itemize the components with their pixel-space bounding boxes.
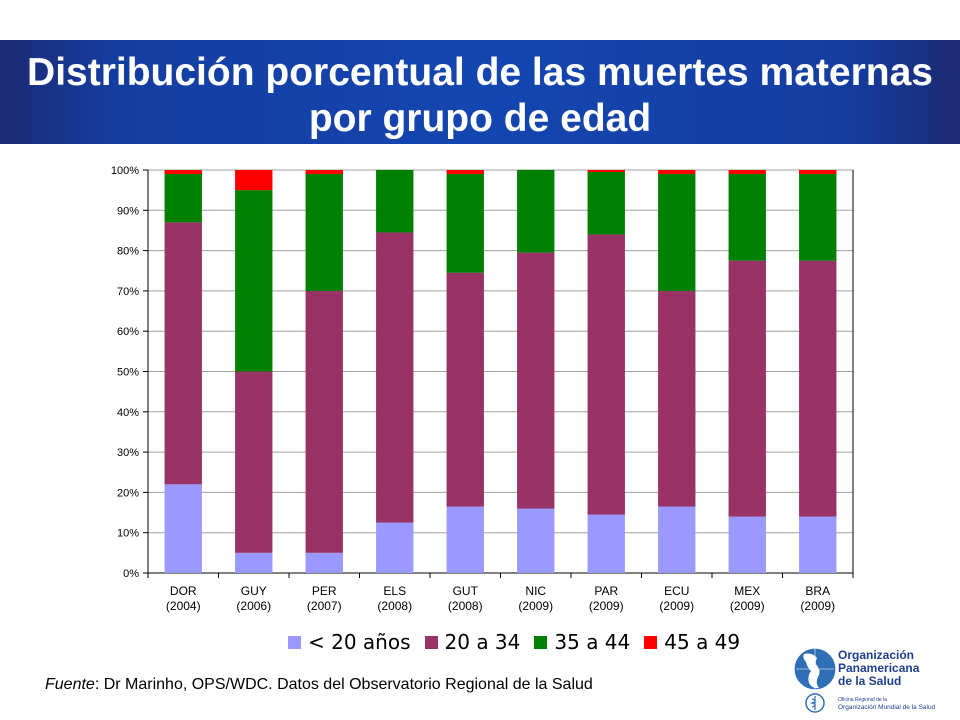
bar-segment [658,290,696,507]
source-text: : Dr Marinho, OPS/WDC. Datos del Observa… [94,676,593,693]
bar-segment [446,170,484,175]
x-tick-label: GUT [453,584,479,598]
x-tick-label: GUY [241,584,267,598]
legend-label: < 20 años [308,630,411,654]
bar-segment [446,272,484,507]
bar-segment [376,170,414,233]
x-tick-year-label: (2009) [800,599,835,613]
bar-segment [305,290,343,553]
x-tick-label: MEX [734,584,760,598]
bar-segment [799,516,837,573]
legend-label: 35 a 44 [554,630,631,654]
page-title: Distribución porcentual de las muertes m… [27,51,933,140]
y-tick-label: 0% [123,568,139,580]
bar-segment [446,506,484,573]
bar-segment [799,170,837,175]
legend-item: 20 a 34 [424,630,521,654]
x-tick-year-label: (2009) [589,599,624,613]
who-emblem-icon [805,693,825,713]
x-tick-year-label: (2009) [659,599,694,613]
bar-segment [658,174,696,291]
x-tick-year-label: (2006) [236,599,271,613]
bar-segment [587,234,625,515]
bar-segment [376,232,414,523]
legend-swatch [534,635,548,649]
logo-sub-2: Organización Mundial de la Salud [838,704,936,711]
source-label: Fuente [45,676,95,693]
legend-item: < 20 años [288,630,411,654]
x-tick-year-label: (2009) [518,599,553,613]
bar-segment [164,174,202,223]
bar-segment [164,170,202,175]
globe-icon [793,647,837,691]
y-tick-label: 30% [117,447,139,459]
x-tick-year-label: (2008) [448,599,483,613]
bar-segment [799,260,837,517]
bar-segment [164,484,202,573]
x-tick-year-label: (2008) [377,599,412,613]
legend-swatch [424,635,438,649]
bar-segment [517,508,555,573]
bar-segment [305,174,343,291]
bar-segment [376,522,414,573]
x-tick-label: PER [312,584,337,598]
chart-legend: < 20 años 20 a 34 35 a 44 45 a 49 [288,630,754,654]
bar-segment [235,170,273,191]
x-tick-label: DOR [170,584,197,598]
bar-segment [728,174,766,261]
source-note: Fuente: Dr Marinho, OPS/WDC. Datos del O… [45,676,593,694]
x-tick-label: PAR [594,584,618,598]
y-tick-label: 60% [117,326,139,338]
x-tick-year-label: (2009) [730,599,765,613]
y-tick-label: 50% [117,367,139,379]
x-tick-year-label: (2007) [307,599,342,613]
y-tick-label: 70% [117,286,139,298]
legend-swatch [288,635,301,649]
bar-segment [446,174,484,273]
bar-segment [305,552,343,573]
x-tick-label: BRA [805,584,830,598]
bar-segment [658,506,696,573]
bar-segment [517,252,555,509]
x-tick-label: ELS [383,584,406,598]
logo-name-2: Panamericana [838,661,920,675]
legend-label: 45 a 49 [664,630,741,654]
paho-logo: Organización Panamericana de la Salud Of… [793,647,936,713]
logo-name-3: de la Salud [838,674,901,688]
legend-item: 45 a 49 [644,630,740,654]
x-tick-label: ECU [664,584,689,598]
y-tick-label: 90% [117,205,139,217]
legend-swatch [644,635,658,649]
bar-segment [728,516,766,573]
bar-segment [235,552,273,573]
y-tick-label: 10% [117,528,139,540]
x-tick-year-label: (2004) [166,599,201,613]
logo-sub-1: Oficina Regional de la [838,697,887,703]
bar-segment [235,190,273,372]
bar-segment [235,371,273,553]
bar-segment [587,170,625,173]
legend-item: 35 a 44 [534,630,630,654]
bar-segment [517,170,555,253]
bar-segment [305,170,343,175]
bar-segment [658,170,696,175]
bar-segment [587,172,625,235]
x-tick-label: NIC [525,584,546,598]
bar-segment [728,260,766,517]
logo-name-1: Organización [838,648,914,662]
y-tick-label: 20% [117,487,139,499]
y-tick-label: 100% [111,165,139,177]
bar-segment [164,222,202,485]
bar-segment [587,514,625,573]
bar-segment [728,170,766,175]
title-banner [0,40,960,144]
bar-segment [799,174,837,261]
y-tick-label: 80% [117,246,139,258]
legend-label: 20 a 34 [444,630,521,654]
y-tick-label: 40% [117,407,139,419]
